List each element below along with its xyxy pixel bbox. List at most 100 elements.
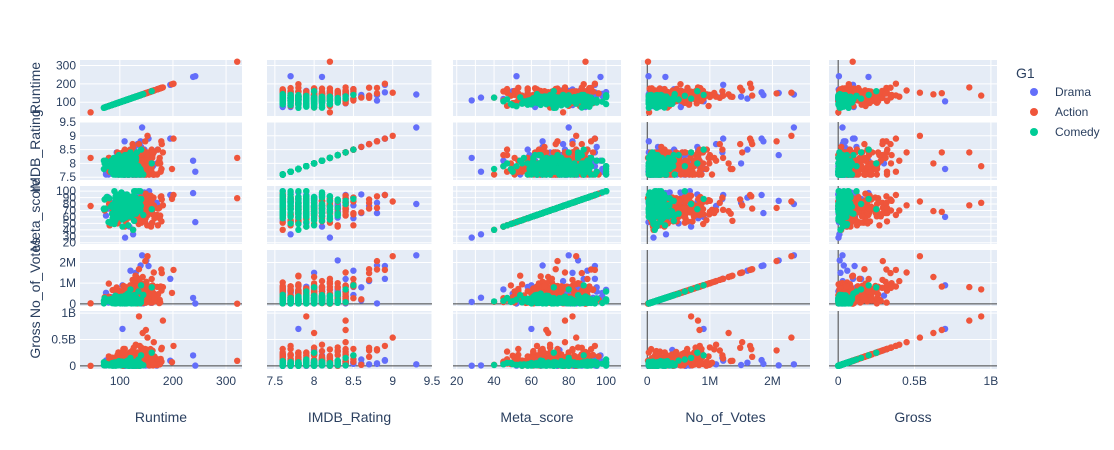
point-comedy	[106, 163, 113, 170]
point-comedy	[681, 163, 688, 170]
point-comedy	[873, 88, 880, 95]
panel-background	[267, 60, 432, 116]
point-action	[887, 140, 894, 148]
point-comedy	[602, 100, 610, 108]
point-drama	[593, 143, 600, 151]
point-action	[719, 92, 727, 99]
point-action	[157, 84, 164, 92]
point-action	[864, 163, 872, 170]
point-comedy	[118, 171, 126, 178]
point-comedy	[148, 88, 155, 95]
point-action	[689, 171, 696, 178]
point-comedy	[694, 88, 701, 95]
point-action	[879, 140, 886, 148]
point-action	[148, 165, 155, 173]
point-comedy	[670, 151, 677, 159]
point-comedy	[554, 99, 561, 106]
point-action	[151, 171, 158, 178]
point-comedy	[528, 160, 535, 167]
point-action	[858, 157, 866, 164]
point-comedy	[546, 165, 554, 173]
point-comedy	[574, 149, 582, 156]
point-comedy	[656, 165, 663, 173]
point-action	[903, 87, 910, 94]
point-action	[130, 143, 137, 151]
point-comedy	[576, 165, 584, 173]
point-action	[705, 102, 712, 110]
point-comedy	[342, 93, 349, 100]
point-comedy	[334, 151, 341, 159]
point-action	[589, 149, 597, 156]
point-comedy	[586, 160, 593, 167]
point-comedy	[279, 171, 286, 178]
point-comedy	[593, 157, 600, 164]
point-drama	[662, 73, 669, 81]
point-action	[569, 140, 576, 148]
point-action	[490, 171, 498, 178]
point-action	[892, 135, 900, 142]
point-comedy	[326, 154, 334, 162]
point-drama	[941, 98, 949, 105]
panel-Runtime-vs-IMDB_Rating	[267, 58, 433, 116]
point-action	[644, 58, 652, 65]
point-comedy	[865, 146, 872, 153]
point-action	[358, 143, 365, 151]
point-drama	[559, 140, 567, 148]
point-comedy	[526, 165, 533, 173]
point-action	[749, 92, 756, 99]
point-action	[373, 90, 381, 97]
point-action	[872, 165, 879, 173]
point-comedy	[148, 160, 155, 167]
point-action	[681, 149, 689, 156]
point-action	[896, 157, 903, 164]
point-action	[326, 58, 334, 65]
point-action	[365, 94, 373, 102]
point-action	[503, 146, 511, 153]
point-comedy	[850, 151, 857, 159]
point-action	[725, 160, 732, 167]
point-action	[887, 160, 895, 167]
point-action	[966, 149, 973, 156]
point-drama	[192, 73, 199, 80]
point-action	[846, 146, 854, 153]
panel-IMDB_Rating-vs-Runtime	[80, 121, 242, 180]
panel-IMDB_Rating-vs-Gross	[829, 121, 997, 180]
point-action	[838, 143, 845, 151]
point-action	[883, 90, 891, 97]
point-action	[373, 138, 381, 145]
point-action	[582, 58, 589, 65]
point-comedy	[543, 171, 550, 178]
point-action	[684, 168, 691, 175]
panel-Runtime-vs-Runtime	[80, 58, 242, 116]
point-comedy	[561, 160, 569, 167]
point-drama	[760, 91, 767, 99]
point-action	[365, 140, 373, 148]
point-comedy	[326, 98, 334, 105]
point-drama	[720, 135, 727, 142]
point-comedy	[119, 97, 127, 105]
point-action	[157, 160, 164, 167]
point-comedy	[318, 96, 326, 104]
point-comedy	[582, 102, 589, 110]
point-drama	[720, 81, 727, 89]
point-comedy	[310, 160, 318, 167]
point-comedy	[295, 96, 302, 104]
point-comedy	[303, 163, 310, 170]
point-action	[788, 89, 795, 96]
point-action	[578, 140, 585, 148]
point-comedy	[287, 94, 294, 102]
point-comedy	[102, 104, 109, 111]
point-comedy	[648, 98, 656, 106]
point-action	[144, 132, 151, 139]
point-comedy	[350, 91, 357, 99]
point-action	[862, 102, 869, 110]
point-action	[706, 160, 713, 167]
point-drama	[192, 168, 199, 175]
point-drama	[835, 73, 843, 80]
point-action	[677, 81, 684, 88]
point-action	[648, 85, 655, 92]
point-comedy	[700, 146, 707, 153]
point-comedy	[580, 146, 587, 153]
point-action	[719, 154, 727, 162]
